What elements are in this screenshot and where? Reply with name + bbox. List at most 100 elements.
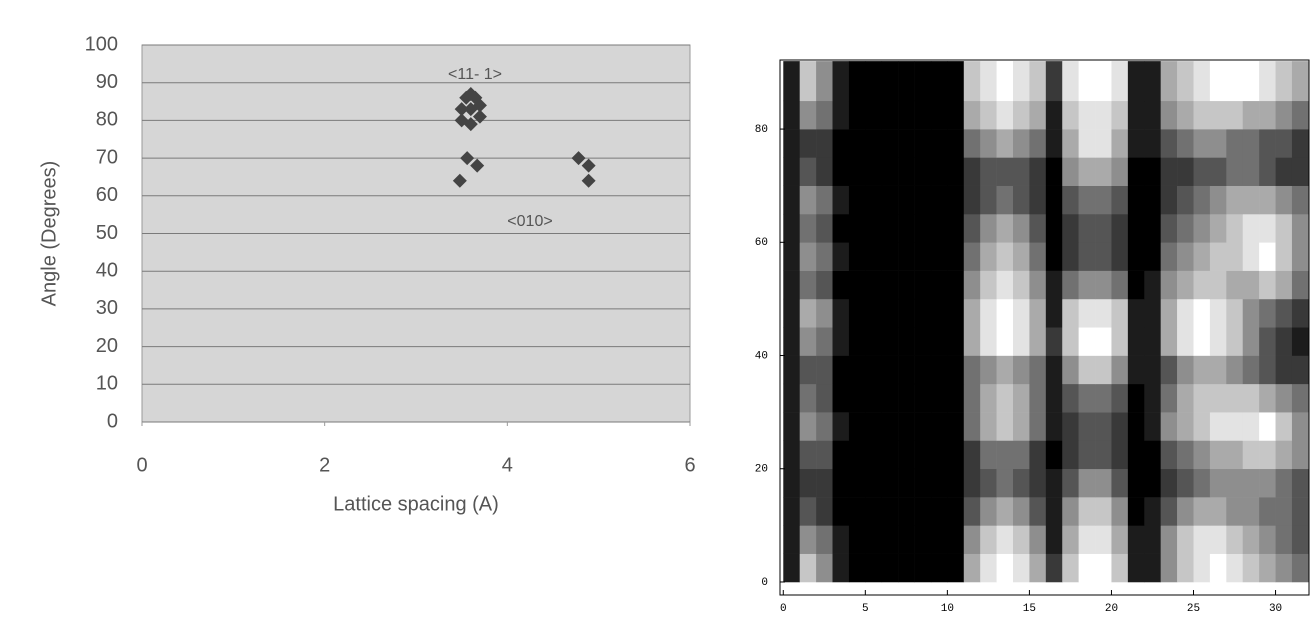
heat-cell <box>1111 61 1129 102</box>
heat-cell <box>1029 270 1047 300</box>
heat-cell <box>1242 185 1260 215</box>
heat-cell <box>930 525 948 554</box>
heat-cell <box>1275 157 1293 186</box>
heat-cell <box>1177 497 1194 526</box>
heat-cell <box>1275 61 1293 102</box>
heat-cell <box>1013 497 1030 526</box>
heat-cell <box>881 468 899 498</box>
heat-cell <box>1062 242 1079 271</box>
heat-cell <box>1127 383 1145 413</box>
heat-cell <box>1226 440 1244 470</box>
heat-cell <box>1193 468 1211 498</box>
heat-cell <box>1029 157 1047 186</box>
heat-cell <box>1209 129 1227 158</box>
heat-cell <box>832 355 850 385</box>
heat-cell <box>1144 383 1161 413</box>
x-tick-label: 2 <box>319 454 330 476</box>
heat-cell <box>1275 412 1293 441</box>
heat-cell <box>783 185 800 215</box>
heat-cell <box>1193 553 1211 583</box>
heat-cell <box>1160 497 1178 526</box>
heat-cell <box>930 327 948 356</box>
heat-cell <box>1127 185 1145 215</box>
heat-cell <box>1144 298 1161 328</box>
heat-cell <box>1177 525 1194 554</box>
heat-cell <box>1177 298 1194 328</box>
heat-cell <box>996 213 1014 243</box>
heat-cell <box>865 412 883 441</box>
heat-cell <box>1193 100 1211 130</box>
heat-cell <box>832 242 850 271</box>
heat-cell <box>783 412 800 441</box>
heat-cell <box>1275 553 1293 583</box>
heat-cell <box>1209 468 1227 498</box>
heat-cell <box>1127 129 1145 158</box>
heat-cell <box>1242 468 1260 498</box>
heat-cell <box>1226 185 1244 215</box>
heat-cell <box>1259 468 1276 498</box>
heat-cell <box>1275 383 1293 413</box>
heat-cell <box>1127 525 1145 554</box>
data-point <box>581 158 596 173</box>
heat-cell <box>980 412 997 441</box>
heat-cell <box>1160 129 1178 158</box>
heat-cell <box>1177 355 1194 385</box>
heat-cell <box>816 185 833 215</box>
heat-cell <box>1291 497 1309 526</box>
heat-cell <box>1078 270 1096 300</box>
heat-cell <box>1226 355 1244 385</box>
heat-cell <box>963 412 981 441</box>
heat-cell <box>848 327 866 356</box>
heat-cell <box>783 355 800 385</box>
data-point <box>581 173 596 188</box>
heat-cell <box>1013 185 1030 215</box>
heat-cell <box>1078 242 1096 271</box>
heat-cell <box>1291 468 1309 498</box>
y-tick-label: 50 <box>96 222 118 244</box>
heat-cell <box>1144 468 1161 498</box>
heat-cell <box>1045 213 1063 243</box>
heat-cell <box>816 525 833 554</box>
heat-cell <box>1275 185 1293 215</box>
heat-cell <box>1226 242 1244 271</box>
heat-cell <box>816 327 833 356</box>
heat-cell <box>1160 525 1178 554</box>
heat-cell <box>848 412 866 441</box>
heat-cell <box>1111 412 1129 441</box>
heat-cell <box>799 242 817 271</box>
heat-cell <box>816 157 833 186</box>
heat-cell <box>848 270 866 300</box>
heat-cell <box>1209 157 1227 186</box>
heat-cell <box>914 440 932 470</box>
heat-cell <box>881 553 899 583</box>
heat-cell <box>1144 355 1161 385</box>
heat-cell <box>1259 298 1276 328</box>
heat-cell <box>1144 497 1161 526</box>
heat-cell <box>816 412 833 441</box>
heat-cell <box>1111 440 1129 470</box>
heat-cell <box>1259 129 1276 158</box>
heat-cell <box>947 497 965 526</box>
heat-cell <box>1259 157 1276 186</box>
heat-cell <box>799 129 817 158</box>
heat-cell <box>930 157 948 186</box>
heat-cell <box>799 157 817 186</box>
heat-cell <box>1259 270 1276 300</box>
heat-cell <box>1226 270 1244 300</box>
x-tick-label: 10 <box>941 603 954 615</box>
heat-cell <box>832 497 850 526</box>
heat-cell <box>980 468 997 498</box>
heat-cell <box>1045 298 1063 328</box>
heat-cell <box>832 383 850 413</box>
heat-cell <box>799 100 817 130</box>
heat-cell <box>1013 412 1030 441</box>
heat-cell <box>1078 355 1096 385</box>
heat-cell <box>1193 525 1211 554</box>
heat-cell <box>930 242 948 271</box>
heat-cell <box>898 61 915 102</box>
heat-cell <box>1259 553 1276 583</box>
heat-cell <box>1062 185 1079 215</box>
heat-cell <box>832 100 850 130</box>
heat-cell <box>980 242 997 271</box>
